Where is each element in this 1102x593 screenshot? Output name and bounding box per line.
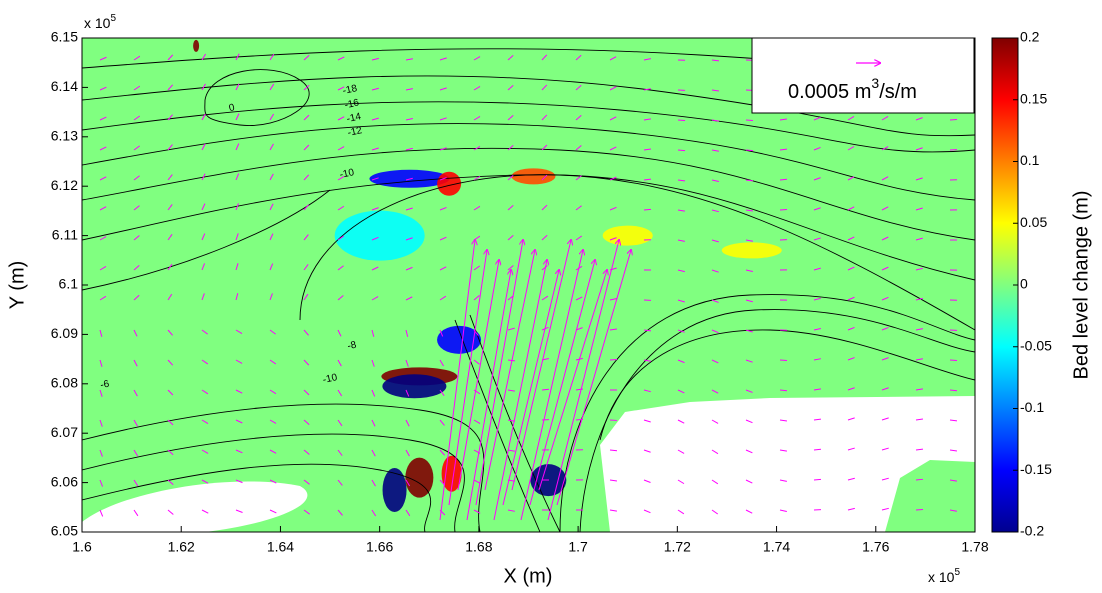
vector — [950, 390, 957, 391]
x-tick-label: 1.7 — [568, 539, 588, 555]
y-tick-label: 6.07 — [51, 424, 78, 440]
legend: 0.0005 m3/s/m — [752, 38, 974, 113]
colorbar-tick-label: -0.05 — [1020, 337, 1052, 353]
bed-change-blob — [382, 374, 446, 398]
vector — [950, 360, 957, 361]
y-tick-label: 6.05 — [51, 523, 78, 539]
x-tick-label: 1.66 — [366, 539, 393, 555]
y-axis-title: Y (m) — [6, 261, 28, 310]
x-tick-label: 1.74 — [763, 539, 790, 555]
legend-unit: /s/m — [879, 81, 917, 103]
vector — [916, 509, 923, 510]
bed-change-blob — [383, 468, 407, 512]
bed-change-blob — [603, 226, 653, 246]
legend-exponent: 3 — [871, 75, 879, 91]
bed-change-blob — [405, 458, 433, 498]
colorbar-tick-label: -0.15 — [1020, 461, 1052, 477]
colorbar-tick-label: 0.1 — [1020, 152, 1040, 168]
vector — [746, 120, 753, 121]
colorbar-title: Bed level change (m) — [1070, 191, 1092, 380]
colorbar-tick-label: -0.2 — [1020, 523, 1044, 539]
x-tick-label: 1.62 — [168, 539, 195, 555]
y-tick-label: 6.06 — [51, 473, 78, 489]
vector — [746, 150, 753, 151]
x-axis-title: X (m) — [504, 565, 553, 587]
bed-change-blob — [722, 242, 782, 258]
y-tick-label: 6.08 — [51, 375, 78, 391]
x-tick-label: 1.72 — [664, 539, 691, 555]
colorbar-tick-label: 0.2 — [1020, 29, 1040, 45]
vector — [814, 479, 821, 480]
x-tick-label: 1.64 — [267, 539, 294, 555]
colorbar-tick-label: 0 — [1020, 276, 1028, 292]
y-tick-label: 6.13 — [51, 128, 78, 144]
x-tick-label: 1.76 — [862, 539, 889, 555]
x-tick-label: 1.78 — [961, 539, 988, 555]
legend-value: 0.0005 m — [788, 81, 871, 103]
x-tick-label: 1.6 — [72, 539, 92, 555]
multiplier-exponent: 5 — [110, 13, 116, 24]
y-tick-label: 6.15 — [51, 29, 78, 45]
vector — [916, 479, 923, 480]
colorbar-tick-label: -0.1 — [1020, 399, 1044, 415]
colorbar-tick-label: 0.05 — [1020, 214, 1047, 230]
y-tick-label: 6.09 — [51, 325, 78, 341]
bed-change-blob — [511, 168, 555, 184]
y-tick-label: 6.1 — [59, 276, 79, 292]
multiplier-base: x 10 — [928, 569, 955, 585]
multiplier-base: x 10 — [84, 15, 111, 31]
colorbar-tick-label: 0.15 — [1020, 90, 1047, 106]
bed-change-blob — [193, 40, 199, 52]
y-tick-label: 6.11 — [52, 226, 78, 242]
vector — [678, 120, 685, 121]
bed-change-blob — [335, 211, 425, 261]
x-tick-label: 1.68 — [465, 539, 492, 555]
y-tick-label: 6.12 — [51, 177, 78, 193]
axis-multiplier: x 105 — [928, 567, 960, 585]
vector — [678, 150, 685, 151]
y-tick-label: 6.14 — [51, 78, 78, 94]
chart: -18-16-14-12-100-8-10-6 0.0005 m3/s/m x … — [0, 0, 1102, 593]
vector — [644, 209, 651, 210]
vector — [780, 360, 787, 361]
vector — [780, 209, 787, 210]
multiplier-exponent: 5 — [954, 567, 960, 578]
axis-multiplier: x 105 — [84, 13, 116, 31]
